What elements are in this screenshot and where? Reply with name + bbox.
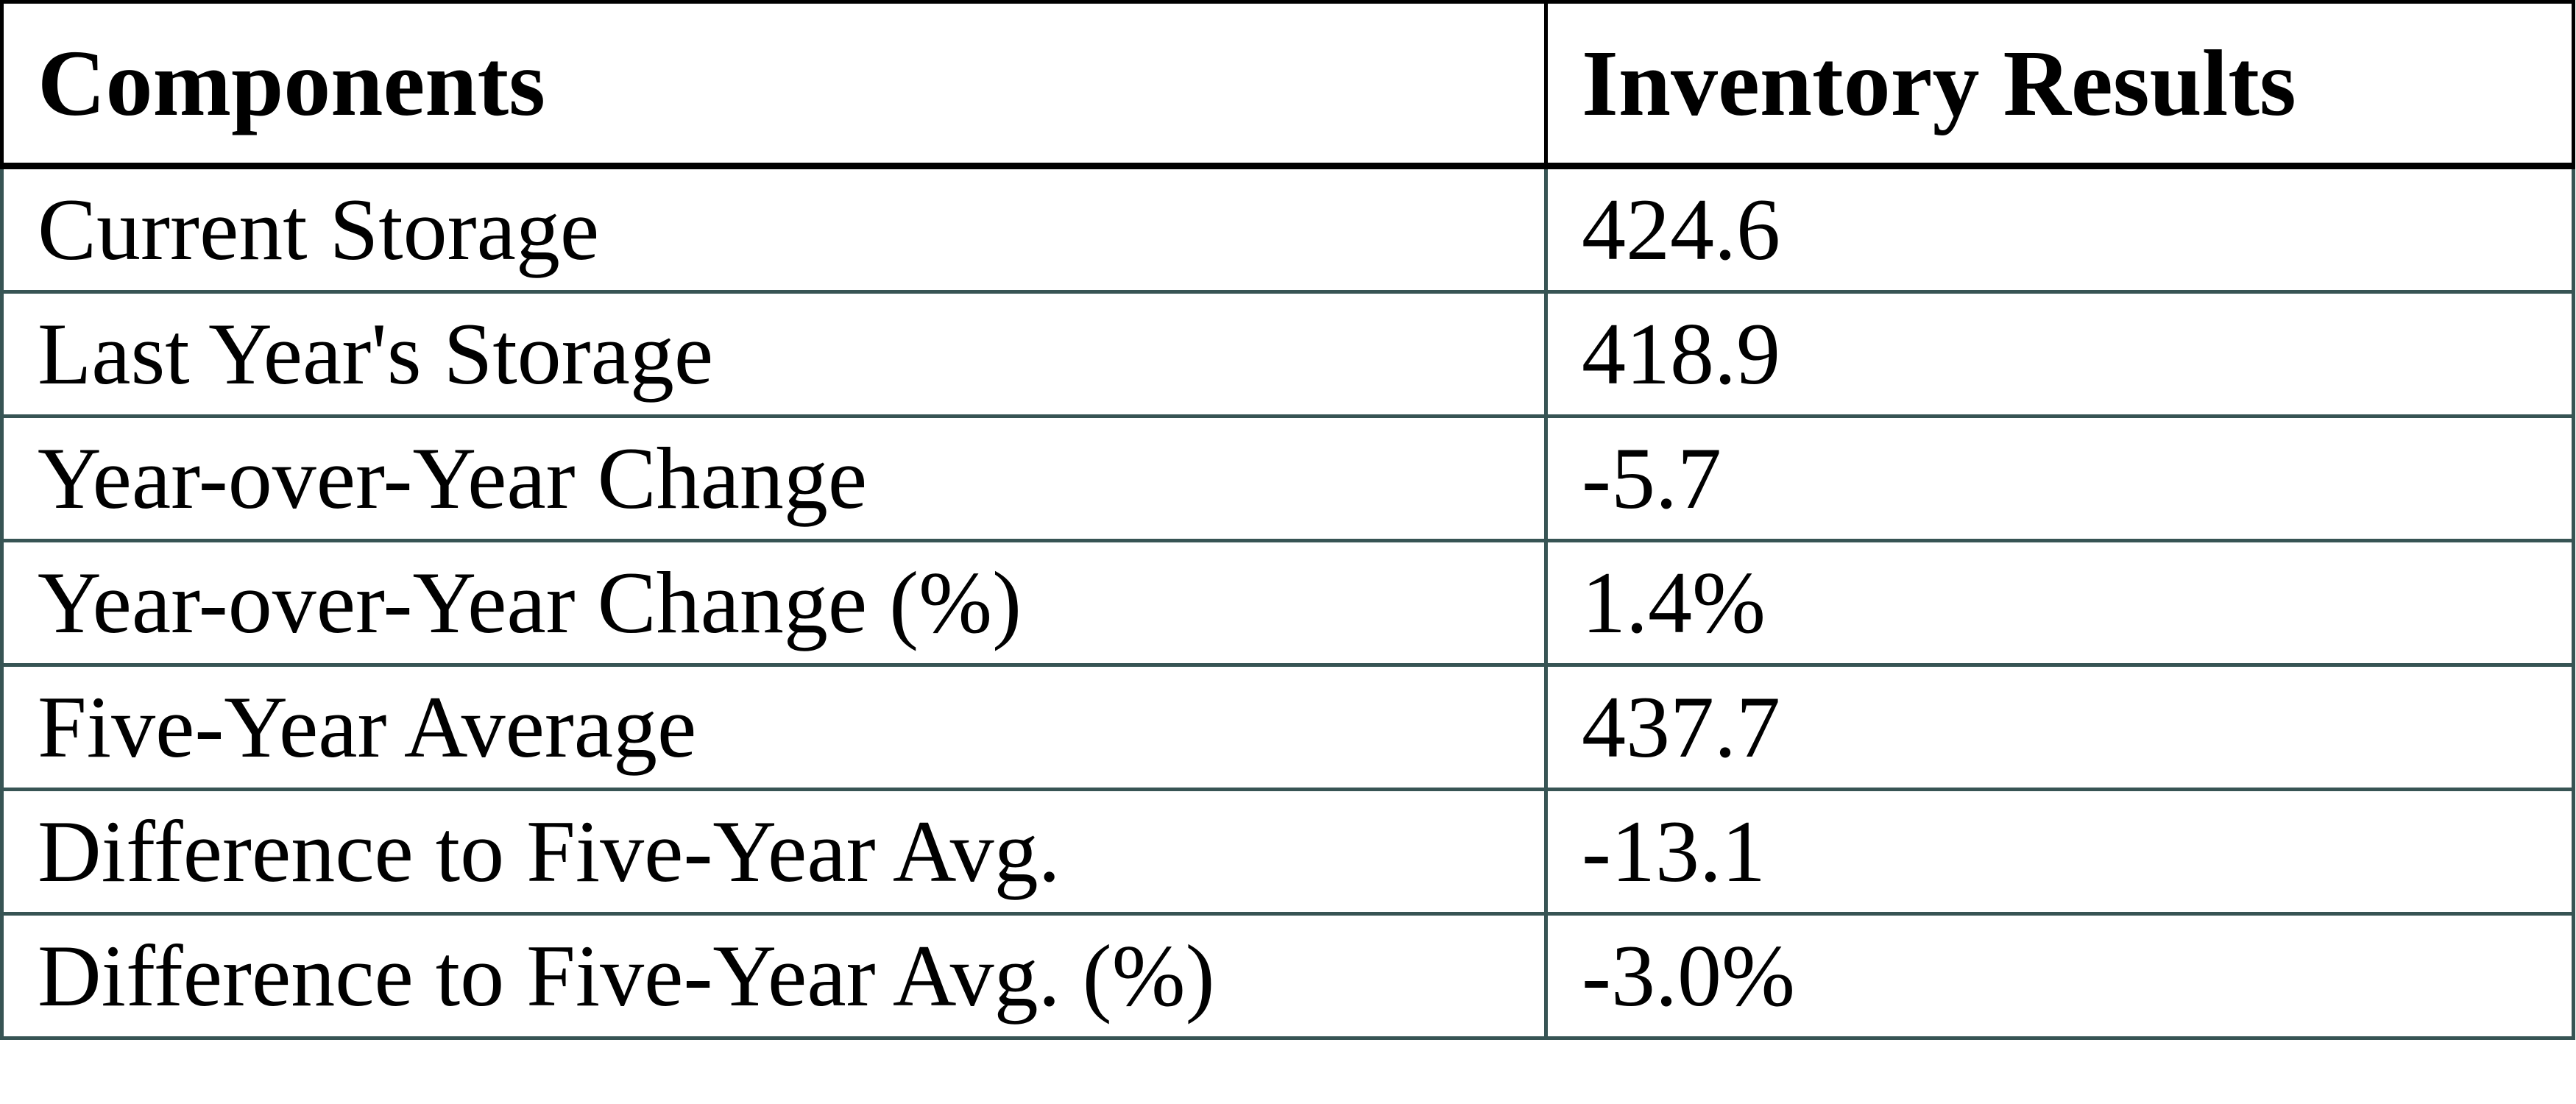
result-cell: -3.0% xyxy=(1544,912,2575,1040)
result-cell: 437.7 xyxy=(1544,663,2575,791)
table-row: Year-over-Year Change -5.7 xyxy=(0,414,2575,542)
component-cell: Difference to Five-Year Avg. xyxy=(0,788,1548,916)
table-row: Difference to Five-Year Avg. -13.1 xyxy=(0,788,2575,916)
inventory-table: Components Inventory Results Current Sto… xyxy=(0,0,2575,1040)
header-row: Components Inventory Results xyxy=(0,0,2575,169)
column-header-inventory-results: Inventory Results xyxy=(1544,0,2575,169)
component-cell: Current Storage xyxy=(0,164,1548,294)
component-cell: Difference to Five-Year Avg. (%) xyxy=(0,912,1548,1040)
column-header-components: Components xyxy=(0,0,1548,169)
result-cell: 424.6 xyxy=(1544,164,2575,294)
component-cell: Year-over-Year Change xyxy=(0,414,1548,542)
table-row: Last Year's Storage 418.9 xyxy=(0,290,2575,418)
component-cell: Year-over-Year Change (%) xyxy=(0,539,1548,667)
component-cell: Five-Year Average xyxy=(0,663,1548,791)
result-cell: -13.1 xyxy=(1544,788,2575,916)
result-cell: 418.9 xyxy=(1544,290,2575,418)
table-row: Year-over-Year Change (%) 1.4% xyxy=(0,539,2575,667)
table-row: Five-Year Average 437.7 xyxy=(0,663,2575,791)
table-row: Current Storage 424.6 xyxy=(0,164,2575,294)
component-cell: Last Year's Storage xyxy=(0,290,1548,418)
result-cell: 1.4% xyxy=(1544,539,2575,667)
table-row: Difference to Five-Year Avg. (%) -3.0% xyxy=(0,912,2575,1040)
result-cell: -5.7 xyxy=(1544,414,2575,542)
